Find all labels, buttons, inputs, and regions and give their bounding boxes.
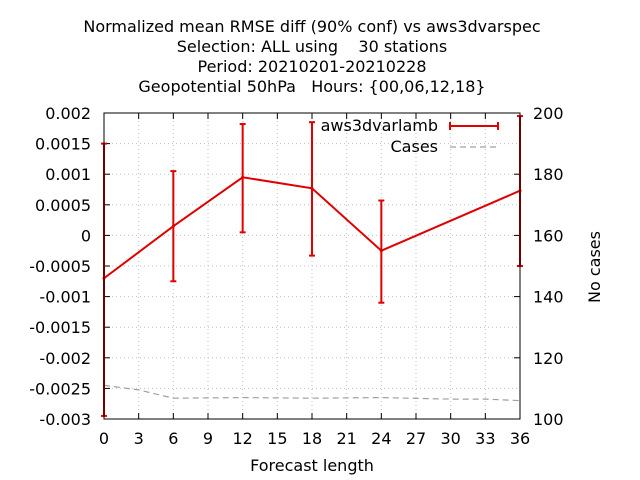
y-tick-label: -0.0015: [29, 318, 91, 337]
y2-tick-label: 140: [533, 288, 564, 307]
x-tick-label: 24: [371, 429, 391, 448]
y2-tick-label: 120: [533, 349, 564, 368]
x-tick-label: 21: [336, 429, 356, 448]
y-tick-label: -0.0005: [29, 257, 91, 276]
y2-tick-label: 100: [533, 410, 564, 429]
x-tick-label: 36: [510, 429, 530, 448]
x-tick-label: 9: [203, 429, 213, 448]
x-tick-label: 3: [134, 429, 144, 448]
data-point: [171, 224, 175, 228]
y-tick-label: -0.001: [39, 288, 91, 307]
data-point: [379, 249, 383, 253]
legend-label-aws3dvarlamb: aws3dvarlamb: [321, 116, 438, 135]
x-axis: 0 3 6 9 12 15 18 21 24 27 30 33 36: [99, 113, 530, 448]
y2-axis: 200 180 160 140 120 100: [514, 104, 564, 429]
x-tick-label: 12: [232, 429, 252, 448]
title-line-3: Period: 20210201-20210228: [197, 57, 426, 76]
data-point: [310, 186, 314, 190]
x-tick-label: 27: [406, 429, 426, 448]
title-line-2: Selection: ALL using 30 stations: [177, 37, 447, 56]
y2-tick-label: 160: [533, 226, 564, 245]
x-tick-label: 0: [99, 429, 109, 448]
y2-tick-label: 200: [533, 104, 564, 123]
title-line-1: Normalized mean RMSE diff (90% conf) vs …: [83, 17, 540, 36]
chart-title: Normalized mean RMSE diff (90% conf) vs …: [83, 17, 540, 96]
y-tick-label: -0.002: [39, 349, 91, 368]
x-tick-label: 33: [475, 429, 495, 448]
y-tick-label: 0.001: [45, 165, 91, 184]
title-line-4: Geopotential 50hPa Hours: {00,06,12,18}: [138, 77, 485, 96]
y-tick-label: 0.0005: [35, 196, 91, 215]
legend-label-cases: Cases: [391, 137, 439, 156]
y-axis: 0.002 0.0015 0.001 0.0005 0 -0.0005 -0.001 -0.0…: [29, 104, 110, 429]
aws3dvarlamb-line: [103, 176, 521, 280]
series-cases: [103, 384, 521, 402]
y-tick-label: 0: [81, 226, 91, 245]
y-tick-label: 0.002: [45, 104, 91, 123]
y2-tick-label: 180: [533, 165, 564, 184]
x-tick-label: 15: [267, 429, 287, 448]
x-tick-label: 18: [302, 429, 322, 448]
y-tick-label: 0.0015: [35, 135, 91, 154]
y-tick-label: -0.0025: [29, 379, 91, 398]
x-tick-label: 6: [168, 429, 178, 448]
legend: aws3dvarlamb Cases: [321, 116, 499, 156]
plot-frame: [103, 112, 521, 420]
x-axis-label: Forecast length: [250, 456, 374, 475]
cases-line: [103, 384, 521, 402]
y2-axis-label: No cases: [585, 231, 604, 303]
x-tick-label: 30: [440, 429, 460, 448]
y-tick-label: -0.003: [39, 410, 91, 429]
data-point: [241, 175, 245, 179]
